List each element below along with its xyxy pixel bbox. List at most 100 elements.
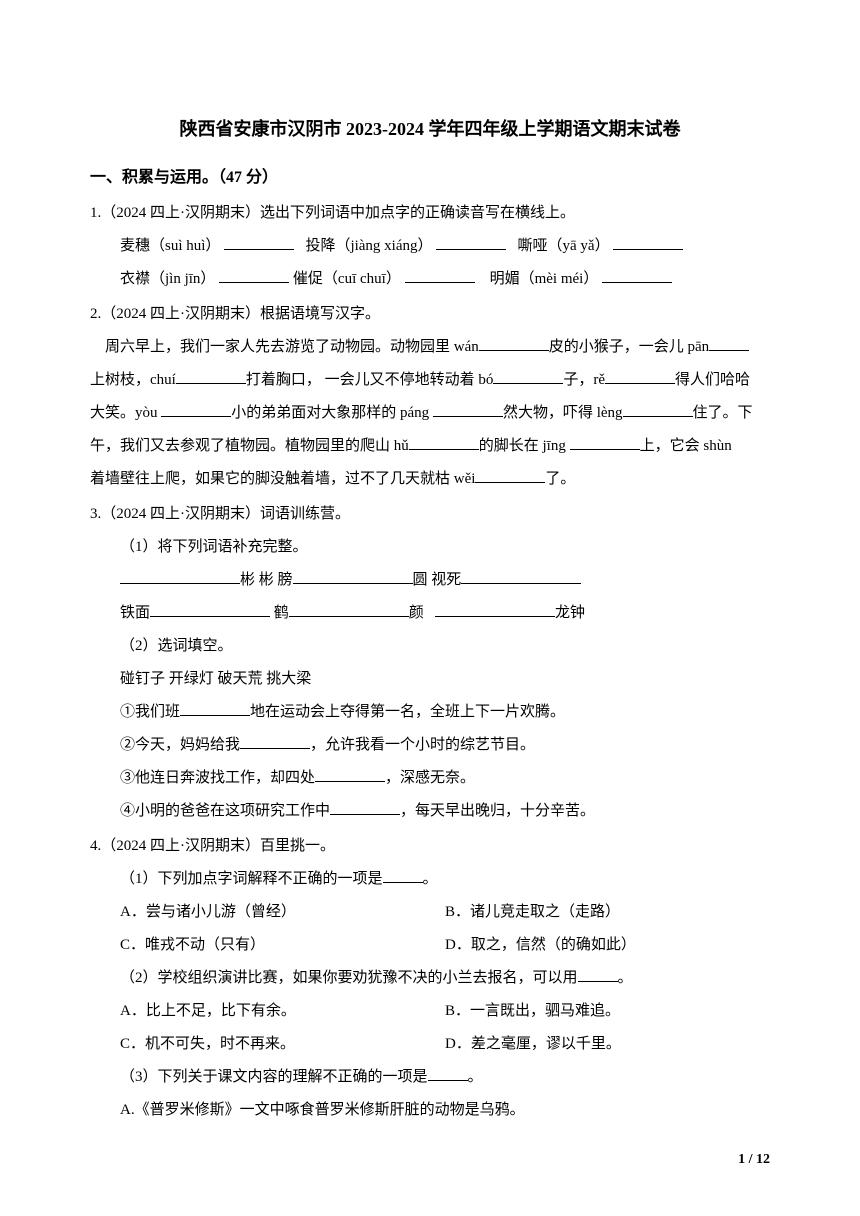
answer-blank[interactable] [709,333,749,351]
q3-text: ④小明的爸爸在这项研究工作中 [120,803,330,819]
q1-word: 麦穗（suì huì） [120,238,220,254]
q4-prefix: 4.（2024 四上·汉阴期末）百里挑一。 [90,830,770,863]
option-b[interactable]: B．一言既出，驷马难追。 [445,995,770,1028]
page-title: 陕西省安康市汉阴市 2023-2024 学年四年级上学期语文期末试卷 [90,110,770,150]
answer-blank[interactable] [315,764,385,782]
q3-opt3: ③他连日奔波找工作，却四处 ，深感无奈。 [90,762,770,795]
answer-blank[interactable] [461,566,581,584]
option-a[interactable]: A.《普罗米修斯》一文中啄食普罗米修斯肝脏的动物是乌鸦。 [90,1094,770,1127]
q4-sub2: （2）学校组织演讲比赛，如果你要劝犹豫不决的小兰去报名，可以用 。 [90,962,770,995]
answer-blank[interactable] [330,797,400,815]
q3-text: 铁面 [120,605,150,621]
answer-blank[interactable] [150,599,270,617]
answer-blank[interactable] [605,366,675,384]
q3-opt1: ①我们班 地在运动会上夺得第一名，全班上下一片欢腾。 [90,696,770,729]
q4-s1-options: A．尝与诸小儿游（曾经） B．诸儿竞走取之（走路） C．唯戎不动（只有） D．取… [90,896,770,962]
page-number: 1 / 12 [738,1145,770,1176]
q3-opt2: ②今天，妈妈给我 ，允许我看一个小时的综艺节目。 [90,729,770,762]
q3-text: 龙钟 [555,605,585,621]
q1-word: 衣襟（jìn jīn） [120,271,215,287]
section-header: 一、积累与运用。（47 分） [90,160,770,195]
answer-blank[interactable] [224,232,294,250]
q4-text: 。 [468,1069,483,1085]
option-c[interactable]: C．机不可失，时不再来。 [120,1028,445,1061]
q1-word: 嘶哑（yā yǎ） [518,238,610,254]
answer-blank[interactable] [436,232,506,250]
answer-blank[interactable] [120,566,240,584]
q3-text: 鹤 [270,605,289,621]
option-c[interactable]: C．唯戎不动（只有） [120,929,445,962]
q4-sub1: （1）下列加点字词解释不正确的一项是 。 [90,863,770,896]
answer-blank[interactable] [623,399,693,417]
q3-text: 地在运动会上夺得第一名，全班上下一片欢腾。 [250,704,565,720]
q2-text: 了。 [545,471,575,487]
option-b[interactable]: B．诸儿竞走取之（走路） [445,896,770,929]
option-a[interactable]: A．比上不足，比下有余。 [120,995,445,1028]
answer-blank[interactable] [602,265,672,283]
q4-sub3: （3）下列关于课文内容的理解不正确的一项是 。 [90,1061,770,1094]
answer-blank[interactable] [493,366,563,384]
question-3: 3.（2024 四上·汉阴期末）词语训练营。 （1）将下列词语补充完整。 彬 彬… [90,498,770,828]
answer-blank[interactable] [409,432,479,450]
q3-opt4: ④小明的爸爸在这项研究工作中，每天早出晚归，十分辛苦。 [90,795,770,828]
answer-blank[interactable] [578,964,618,982]
option-a[interactable]: A．尝与诸小儿游（曾经） [120,896,445,929]
answer-blank[interactable] [435,599,555,617]
q4-text: 。 [618,970,633,986]
q2-text: 上树枝，chuí [90,372,176,388]
answer-blank[interactable] [219,265,289,283]
q3-row1: 彬 彬 膀圆 视死 [90,564,770,597]
q3-text: ②今天，妈妈给我 [120,737,240,753]
q3-text: 颜 [409,605,424,621]
answer-blank[interactable] [240,731,310,749]
q3-text: 彬 彬 膀 [240,572,293,588]
question-1: 1.（2024 四上·汉阴期末）选出下列词语中加点字的正确读音写在横线上。 麦穗… [90,197,770,296]
q2-text: 小的弟弟面对大象那样的 páng [231,405,433,421]
answer-blank[interactable] [570,432,640,450]
q3-sub2: （2）选词填空。 [90,630,770,663]
q2-text: 的脚长在 jīng [479,438,570,454]
answer-blank[interactable] [428,1063,468,1081]
answer-blank[interactable] [293,566,413,584]
q3-text: ，深感无奈。 [385,770,475,786]
q1-word: 明媚（mèi méi） [490,271,599,287]
q3-sub1: （1）将下列词语补充完整。 [90,531,770,564]
q3-text: ①我们班 [120,704,180,720]
q2-text: 周六早上，我们一家人先去游览了动物园。动物园里 wán [105,339,479,355]
q3-text: ，允许我看一个小时的综艺节目。 [310,737,535,753]
question-2: 2.（2024 四上·汉阴期末）根据语境写汉字。 周六早上，我们一家人先去游览了… [90,298,770,496]
q3-prefix: 3.（2024 四上·汉阴期末）词语训练营。 [90,498,770,531]
q4-s2-options: A．比上不足，比下有余。 B．一言既出，驷马难追。 C．机不可失，时不再来。 D… [90,995,770,1061]
answer-blank[interactable] [479,333,549,351]
q4-text: （1）下列加点字词解释不正确的一项是 [120,871,383,887]
answer-blank[interactable] [433,399,503,417]
q2-text: 得人们哈哈 [675,372,750,388]
q2-text: 住了。下 [693,405,753,421]
q2-prefix: 2.（2024 四上·汉阴期末）根据语境写汉字。 [90,298,770,331]
q2-text: 着墙壁往上爬，如果它的脚没触着墙，过不了几天就枯 wěi [90,471,475,487]
q3-text: ③他连日奔波找工作，却四处 [120,770,315,786]
answer-blank[interactable] [613,232,683,250]
q4-text: 。 [423,871,438,887]
answer-blank[interactable] [383,865,423,883]
q2-text: 打着胸口， 一会儿又不停地转动着 bó [246,372,494,388]
q2-text: 然大物，吓得 lèng [503,405,623,421]
answer-blank[interactable] [289,599,409,617]
option-d[interactable]: D．取之，信然（的确如此） [445,929,770,962]
q3-words: 碰钉子 开绿灯 破天荒 挑大梁 [90,663,770,696]
q4-text: （2）学校组织演讲比赛，如果你要劝犹豫不决的小兰去报名，可以用 [120,970,578,986]
q1-word: 催促（cuī chuī） [293,271,401,287]
option-d[interactable]: D．差之毫厘，谬以千里。 [445,1028,770,1061]
q2-text: 大笑。yòu [90,405,161,421]
q2-text: 子，rě [563,372,605,388]
answer-blank[interactable] [475,465,545,483]
answer-blank[interactable] [180,698,250,716]
answer-blank[interactable] [405,265,475,283]
answer-blank[interactable] [161,399,231,417]
answer-blank[interactable] [176,366,246,384]
q4-text: （3）下列关于课文内容的理解不正确的一项是 [120,1069,428,1085]
question-4: 4.（2024 四上·汉阴期末）百里挑一。 （1）下列加点字词解释不正确的一项是… [90,830,770,1127]
q2-text: 皮的小猴子，一会儿 pān [549,339,709,355]
q2-text: 午，我们又去参观了植物园。植物园里的爬山 hǔ [90,438,409,454]
q3-row2: 铁面 鹤 颜 龙钟 [90,597,770,630]
